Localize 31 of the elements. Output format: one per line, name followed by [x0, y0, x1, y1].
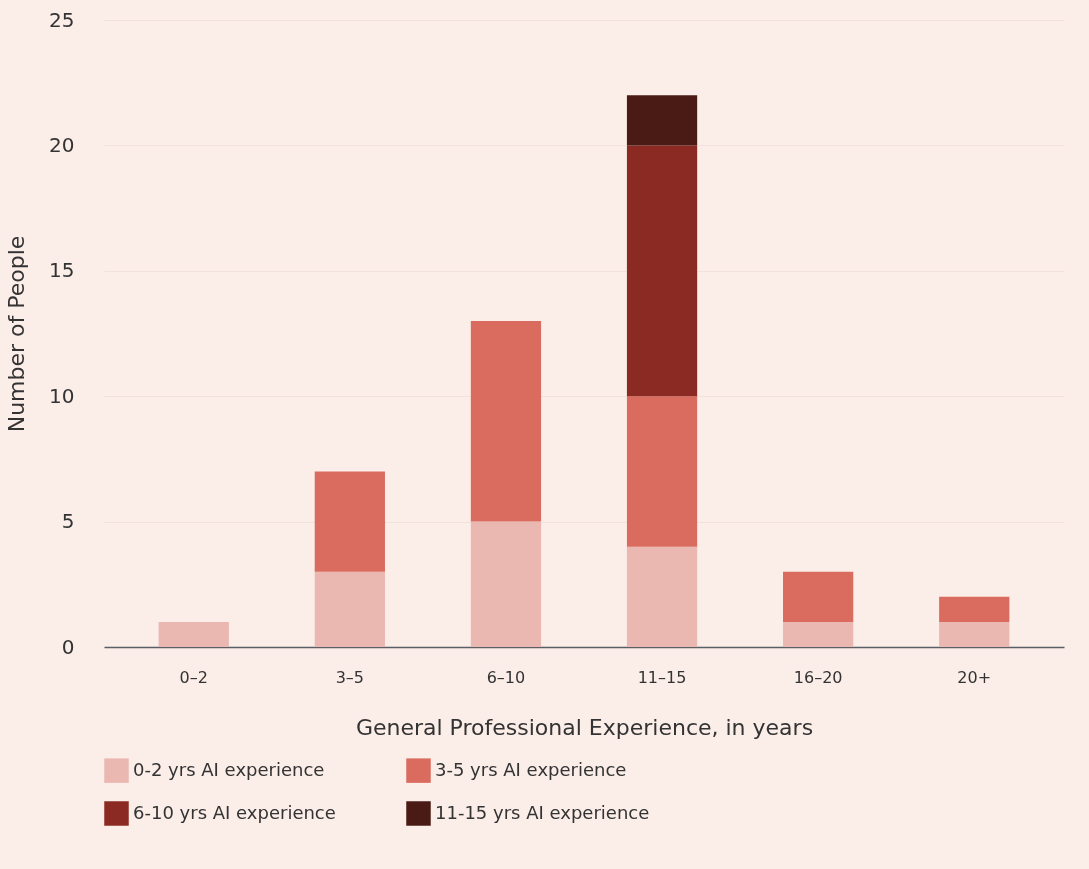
x-tick-label: 3–5: [335, 667, 365, 687]
bar: [470, 521, 542, 647]
legend-label: 11-15 yrs AI experience: [435, 801, 650, 823]
y-axis-title: Number of People: [4, 235, 30, 433]
bar: [158, 621, 229, 647]
y-tick-label: 0: [61, 634, 75, 659]
bar: [626, 546, 698, 647]
bar: [314, 571, 385, 647]
x-tick-label: 0–2: [179, 667, 208, 687]
legend-label: 0-2 yrs AI experience: [133, 758, 325, 780]
y-tick-label: 5: [61, 509, 75, 534]
x-tick-label: 20+: [957, 667, 992, 687]
bar: [783, 571, 854, 622]
legend-label: 6-10 yrs AI experience: [133, 801, 336, 823]
y-tick-label: 10: [49, 383, 75, 408]
bar: [626, 95, 698, 146]
y-tick-label: 20: [49, 132, 75, 157]
bar: [939, 596, 1010, 622]
bar: [626, 396, 698, 547]
x-tick-label: 11–15: [637, 667, 687, 687]
x-tick-label: 16–20: [793, 667, 843, 687]
y-tick-label: 25: [49, 7, 75, 32]
x-axis-title: General Professional Experience, in years: [355, 714, 814, 740]
bar: [314, 471, 385, 572]
bar: [470, 320, 542, 522]
bar: [626, 145, 698, 397]
legend-label: 3-5 yrs AI experience: [435, 758, 627, 780]
bar: [783, 621, 854, 647]
x-tick-label: 6–10: [486, 667, 526, 687]
bar: [939, 621, 1010, 647]
y-tick-label: 15: [49, 258, 75, 283]
